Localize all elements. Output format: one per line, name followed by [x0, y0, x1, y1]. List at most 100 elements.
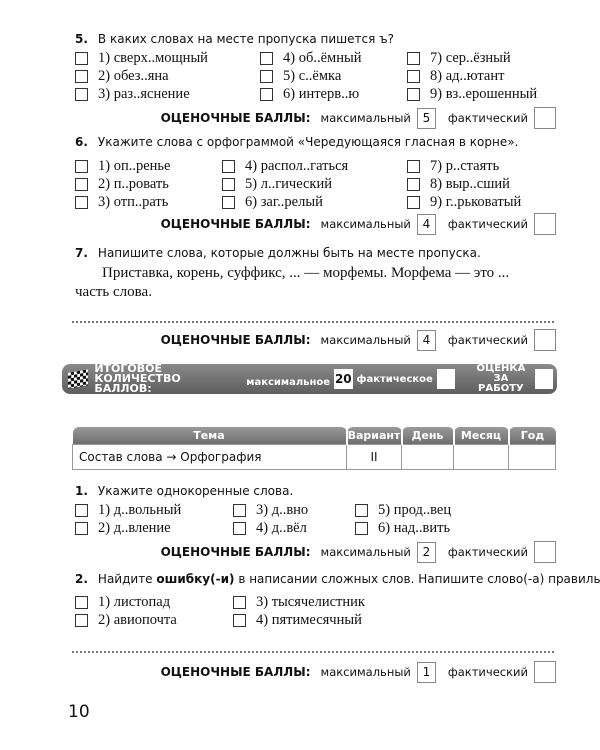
option[interactable]: 1) оп..ренье	[75, 158, 170, 175]
option-label: 2) авиопочта	[98, 612, 177, 628]
checkbox[interactable]	[233, 614, 246, 627]
checkbox[interactable]	[407, 70, 420, 83]
option[interactable]: 9) г..рьковатый	[407, 194, 521, 211]
option-label: 3) д..вно	[256, 502, 309, 518]
checkbox[interactable]	[222, 160, 235, 173]
question-number: 1.	[75, 484, 88, 498]
max-score: 1	[416, 661, 436, 683]
option-label: 4) пятимесячный	[256, 612, 362, 628]
checkbox[interactable]	[222, 178, 235, 191]
answer-line[interactable]	[72, 321, 554, 323]
checkbox[interactable]	[407, 88, 420, 101]
score-title: ОЦЕНОЧНЫЕ БАЛЛЫ:	[160, 333, 311, 347]
checkbox[interactable]	[260, 70, 273, 83]
header-variant: Вариант	[345, 427, 402, 444]
option[interactable]: 7) сер..ёзный	[407, 50, 511, 67]
total-actual-field[interactable]	[436, 369, 456, 389]
checkbox[interactable]	[75, 596, 88, 609]
option[interactable]: 6) интерв..ю	[260, 86, 359, 103]
option[interactable]: 5) прод..вец	[355, 502, 451, 519]
checkbox[interactable]	[355, 522, 368, 535]
option[interactable]: 5) л..гический	[222, 176, 332, 193]
checkbox[interactable]	[75, 504, 88, 517]
option-label: 6) интерв..ю	[283, 86, 360, 102]
cell-day[interactable]	[401, 443, 454, 470]
checkbox[interactable]	[260, 52, 273, 65]
option[interactable]: 3) д..вно	[233, 502, 308, 519]
option[interactable]: 2) д..вление	[75, 520, 171, 537]
max-score: 2	[416, 541, 436, 563]
option[interactable]: 3) раз..яснение	[75, 86, 190, 103]
checkbox[interactable]	[222, 196, 235, 209]
cell-month[interactable]	[453, 443, 509, 470]
max-label: максимальный	[320, 111, 411, 125]
actual-score-field[interactable]	[534, 541, 556, 563]
fact-label: фактический	[447, 545, 528, 559]
score-title: ОЦЕНОЧНЫЕ БАЛЛЫ:	[160, 665, 311, 679]
actual-score-field[interactable]	[534, 661, 556, 683]
option[interactable]: 7) р..стаять	[407, 158, 499, 175]
checkbox[interactable]	[75, 522, 88, 535]
option-label: 8) ад..ютант	[430, 68, 505, 84]
checkbox[interactable]	[407, 52, 420, 65]
option[interactable]: 1) листопад	[75, 594, 170, 611]
total-title-2: БАЛЛОВ:	[94, 382, 152, 395]
option[interactable]: 5) с..ёмка	[260, 68, 341, 85]
option-label: 4) об..ёмный	[283, 50, 362, 66]
checkbox[interactable]	[75, 160, 88, 173]
option[interactable]: 8) выр..сший	[407, 176, 510, 193]
checkbox[interactable]	[260, 88, 273, 101]
option[interactable]: 2) обез..яна	[75, 68, 169, 85]
option-label: 1) д..вольный	[98, 502, 182, 518]
checkbox[interactable]	[75, 196, 88, 209]
checkbox[interactable]	[407, 160, 420, 173]
max-label: максимальное	[246, 376, 331, 388]
option[interactable]: 1) сверх..мощный	[75, 50, 208, 67]
actual-score-field[interactable]	[534, 329, 556, 351]
option-label: 4) д..вёл	[256, 520, 307, 536]
option[interactable]: 4) распол..гаться	[222, 158, 348, 175]
checkbox[interactable]	[75, 88, 88, 101]
checkbox[interactable]	[233, 504, 246, 517]
option[interactable]: 3) тысячелистник	[233, 594, 365, 611]
option-label: 7) р..стаять	[430, 158, 500, 174]
cell-year[interactable]	[508, 443, 556, 470]
option-label: 3) тысячелистник	[256, 594, 365, 610]
question-number: 5.	[75, 32, 88, 46]
checkbox[interactable]	[407, 178, 420, 191]
option[interactable]: 4) пятимесячный	[233, 612, 362, 629]
checkbox[interactable]	[407, 196, 420, 209]
option[interactable]: 1) д..вольный	[75, 502, 181, 519]
option[interactable]: 9) вз..ерошенный	[407, 86, 537, 103]
actual-score-field[interactable]	[534, 107, 556, 129]
actual-score-field[interactable]	[534, 213, 556, 235]
question-5: 5. В каких словах на месте пропуска пишет…	[75, 32, 394, 46]
answer-line[interactable]	[72, 651, 554, 653]
score-row: ОЦЕНОЧНЫЕ БАЛЛЫ: максимальный 5 фактический	[161, 107, 556, 129]
option-label: 5) л..гический	[245, 176, 332, 192]
checkbox[interactable]	[355, 504, 368, 517]
score-title: ОЦЕНОЧНЫЕ БАЛЛЫ:	[160, 545, 311, 559]
option[interactable]: 8) ад..ютант	[407, 68, 504, 85]
option[interactable]: 2) п..ровать	[75, 176, 169, 193]
option[interactable]: 3) отп..рать	[75, 194, 168, 211]
option[interactable]: 4) д..вёл	[233, 520, 307, 537]
grade-label-1: ОЦЕНКА	[476, 363, 526, 374]
option[interactable]: 2) авиопочта	[75, 612, 177, 629]
checkbox[interactable]	[75, 70, 88, 83]
fact-label: фактическое	[356, 373, 433, 385]
question-2: 2. Найдите ошибку(-и) в написании сложных…	[75, 572, 600, 586]
option-label: 1) сверх..мощный	[98, 50, 208, 66]
option[interactable]: 6) заг..релый	[222, 194, 323, 211]
checkbox[interactable]	[75, 52, 88, 65]
option[interactable]: 4) об..ёмный	[260, 50, 361, 67]
checkbox[interactable]	[75, 614, 88, 627]
option[interactable]: 6) над..вить	[355, 520, 450, 537]
grade-field[interactable]	[534, 369, 553, 389]
checkbox[interactable]	[75, 178, 88, 191]
question-number: 7.	[75, 246, 88, 260]
checkbox[interactable]	[233, 596, 246, 609]
max-score: 5	[416, 107, 436, 129]
checkbox[interactable]	[233, 522, 246, 535]
score-title: ОЦЕНОЧНЫЕ БАЛЛЫ:	[160, 217, 311, 231]
